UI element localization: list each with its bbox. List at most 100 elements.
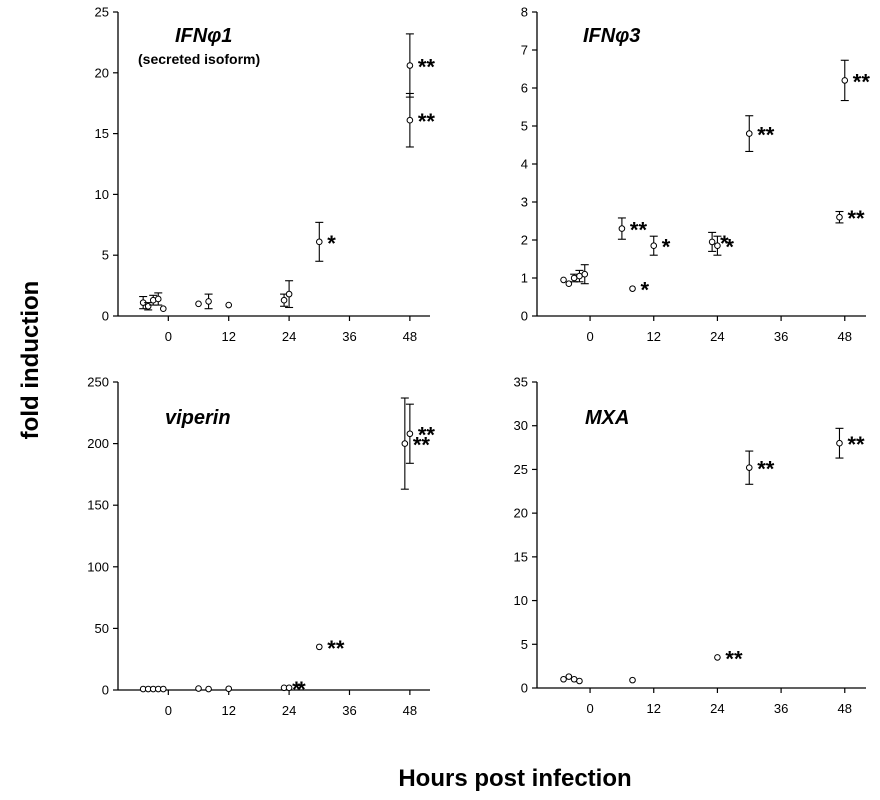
data-point (195, 685, 202, 692)
y-tick-label: 30 (514, 418, 528, 433)
data-point (285, 684, 293, 692)
data-point (714, 242, 721, 249)
significance-label: ** (327, 636, 345, 661)
y-tick-label: 10 (95, 187, 109, 202)
x-tick-label: 48 (403, 329, 417, 344)
x-tick-label: 24 (710, 701, 724, 716)
y-tick-label: 250 (87, 375, 109, 390)
data-point (406, 116, 414, 124)
data-point (629, 676, 636, 684)
y-tick-label: 25 (95, 5, 109, 20)
data-point (581, 270, 589, 278)
y-tick-label: 4 (521, 157, 528, 172)
panel-title: IFNφ3 (583, 25, 640, 47)
data-point (406, 62, 414, 69)
x-tick-label: 36 (774, 329, 788, 344)
panel-title: MXA (585, 407, 629, 429)
data-point (195, 300, 202, 308)
significance-label: * (725, 235, 734, 260)
x-tick-label: 48 (838, 329, 852, 344)
x-tick-label: 12 (221, 329, 235, 344)
significance-label: ** (413, 433, 431, 458)
data-point (836, 439, 843, 447)
y-tick-label: 5 (521, 637, 528, 652)
y-axis-title: fold induction (17, 281, 44, 440)
data-point (836, 213, 843, 221)
data-point (285, 290, 293, 298)
panel-subtitle: (secreted isoform) (138, 51, 260, 67)
data-point (576, 272, 583, 280)
significance-label: ** (757, 123, 775, 148)
x-tick-label: 36 (774, 701, 788, 716)
data-point (650, 242, 658, 249)
significance-label: * (292, 677, 301, 702)
data-point (629, 285, 636, 292)
y-tick-label: 0 (102, 683, 109, 698)
data-point (225, 301, 233, 309)
significance-label: ** (418, 109, 436, 134)
significance-label: ** (847, 206, 865, 231)
significance-label: ** (725, 646, 743, 671)
x-tick-label: 12 (221, 703, 235, 718)
data-point (714, 654, 721, 661)
significance-label: * (297, 677, 306, 702)
panel-title: viperin (165, 407, 231, 429)
y-tick-label: 6 (521, 81, 528, 96)
data-point (205, 298, 212, 305)
x-axis-title: Hours post infection (398, 765, 631, 792)
y-tick-label: 7 (521, 43, 528, 58)
significance-label: ** (853, 69, 871, 94)
data-point (154, 295, 162, 303)
y-tick-label: 2 (521, 233, 528, 248)
y-tick-label: 100 (87, 559, 109, 574)
y-tick-label: 0 (521, 681, 528, 696)
significance-label: ** (418, 423, 436, 448)
data-point (159, 305, 167, 313)
x-tick-label: 12 (647, 329, 661, 344)
panel-title: IFNφ1 (175, 25, 232, 47)
y-tick-label: 50 (95, 621, 109, 636)
x-tick-label: 36 (342, 329, 356, 344)
data-point (144, 302, 152, 310)
significance-label: ** (630, 218, 648, 243)
y-tick-label: 35 (514, 375, 528, 390)
y-tick-label: 200 (87, 436, 109, 451)
data-point (841, 77, 849, 84)
y-tick-label: 5 (521, 119, 528, 134)
data-point (560, 276, 567, 284)
significance-label: * (641, 278, 650, 303)
data-point (745, 130, 753, 137)
data-point (560, 675, 567, 683)
y-tick-label: 10 (514, 593, 528, 608)
data-point (570, 675, 578, 683)
data-point (570, 274, 578, 282)
data-point (565, 673, 573, 680)
y-tick-label: 20 (514, 506, 528, 521)
x-tick-label: 36 (342, 703, 356, 718)
x-tick-label: 0 (586, 701, 593, 716)
significance-label: ** (757, 457, 775, 482)
significance-label: ** (418, 55, 436, 80)
data-point (225, 685, 233, 693)
chart-panel-1: 0 5 10 15 20 25 0 12 24 36 48 IFNφ1 (secreted isofor… (95, 5, 436, 345)
y-tick-label: 5 (102, 248, 109, 263)
y-tick-label: 25 (514, 462, 528, 477)
data-point (315, 643, 323, 651)
y-tick-label: 15 (95, 126, 109, 141)
x-tick-label: 24 (282, 329, 296, 344)
x-tick-label: 0 (165, 329, 172, 344)
data-point (708, 238, 716, 246)
x-tick-label: 0 (586, 329, 593, 344)
y-tick-label: 150 (87, 498, 109, 513)
data-point (315, 238, 323, 246)
data-point (159, 685, 167, 693)
x-tick-label: 24 (710, 329, 724, 344)
x-tick-label: 48 (403, 703, 417, 718)
data-point (205, 685, 212, 693)
data-point (406, 430, 414, 438)
chart-panel-4: 0 5 10 15 20 25 30 35 0 12 24 36 48 MXA ** ** ** (514, 375, 866, 716)
y-tick-label: 0 (521, 309, 528, 324)
y-tick-label: 8 (521, 5, 528, 20)
